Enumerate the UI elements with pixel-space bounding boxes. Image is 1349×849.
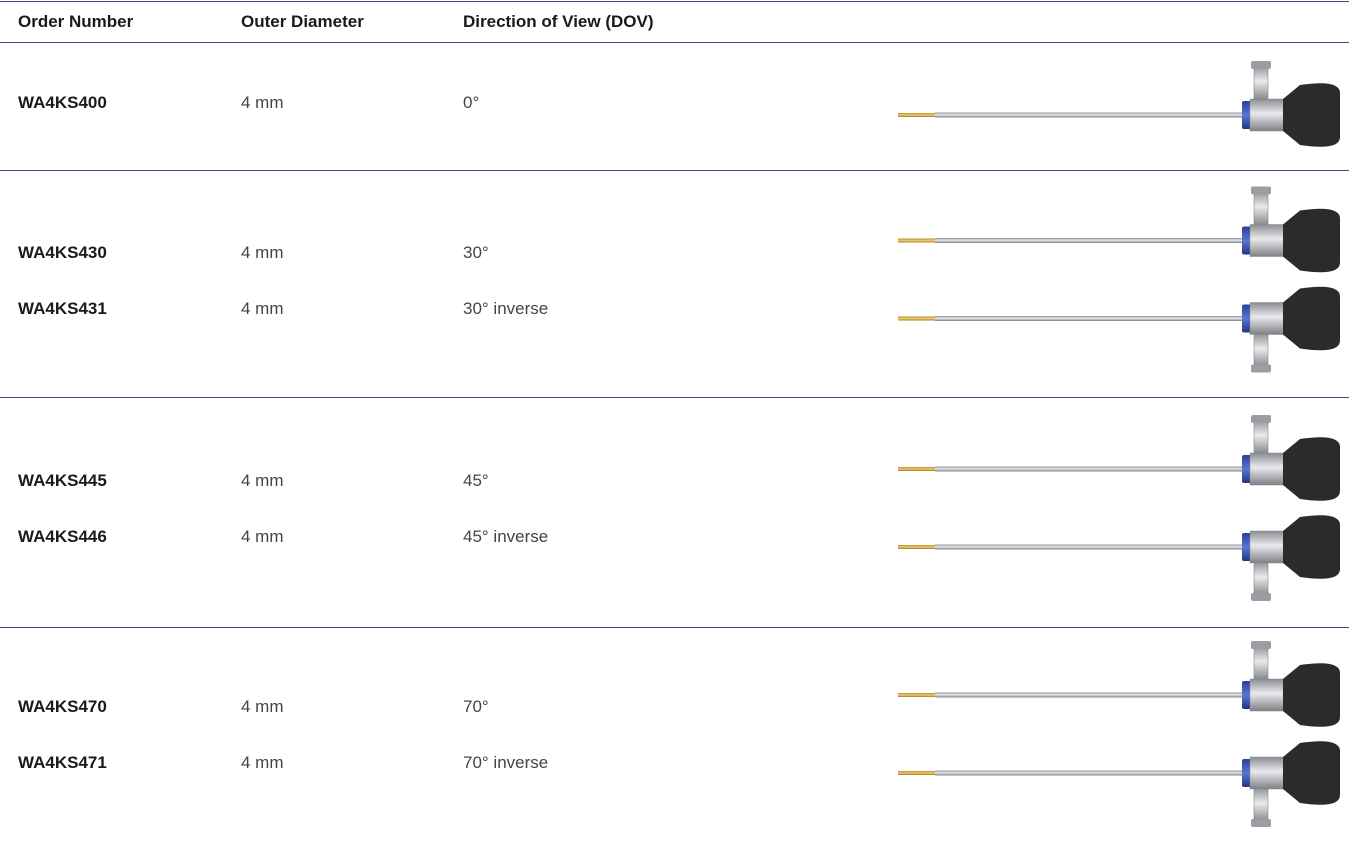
spec-value: 4 mm xyxy=(241,527,284,546)
spec-value: 4 mm xyxy=(241,697,284,716)
order-number: WA4KS471 xyxy=(18,753,107,772)
column-header: Outer Diameter xyxy=(241,12,364,31)
endoscope-image xyxy=(898,286,1340,373)
spec-value: 45° xyxy=(463,471,489,490)
spec-value: 0° xyxy=(463,93,480,112)
spec-value: 30° xyxy=(463,242,489,262)
endoscope-image xyxy=(898,415,1340,501)
column-header: Direction of View (DOV) xyxy=(463,12,654,31)
spec-value: 4 mm xyxy=(241,471,284,490)
group-rule xyxy=(0,170,1349,171)
spec-value: 4 mm xyxy=(241,753,284,772)
order-number: WA4KS400 xyxy=(18,93,107,112)
endoscope-image xyxy=(898,741,1340,827)
endoscope-image xyxy=(898,61,1340,147)
spec-value: 70° inverse xyxy=(463,753,549,772)
endoscope-image xyxy=(898,186,1340,273)
header-rule xyxy=(0,42,1349,43)
spec-value: 4 mm xyxy=(241,242,284,262)
order-number: WA4KS431 xyxy=(18,298,107,318)
group-rule xyxy=(0,397,1349,398)
order-number: WA4KS430 xyxy=(18,242,107,262)
endoscope-image xyxy=(898,515,1340,601)
order-number: WA4KS446 xyxy=(18,527,107,546)
top-rule xyxy=(0,1,1349,2)
spec-value: 4 mm xyxy=(241,298,284,318)
spec-value: 70° xyxy=(463,697,489,716)
group-rule xyxy=(0,627,1349,628)
spec-value: 30° inverse xyxy=(463,298,549,318)
order-number: WA4KS470 xyxy=(18,697,107,716)
order-number: WA4KS445 xyxy=(18,471,107,490)
endoscope-image xyxy=(898,641,1340,727)
spec-value: 4 mm xyxy=(241,93,284,112)
spec-value: 45° inverse xyxy=(463,527,549,546)
column-header: Order Number xyxy=(18,12,134,31)
